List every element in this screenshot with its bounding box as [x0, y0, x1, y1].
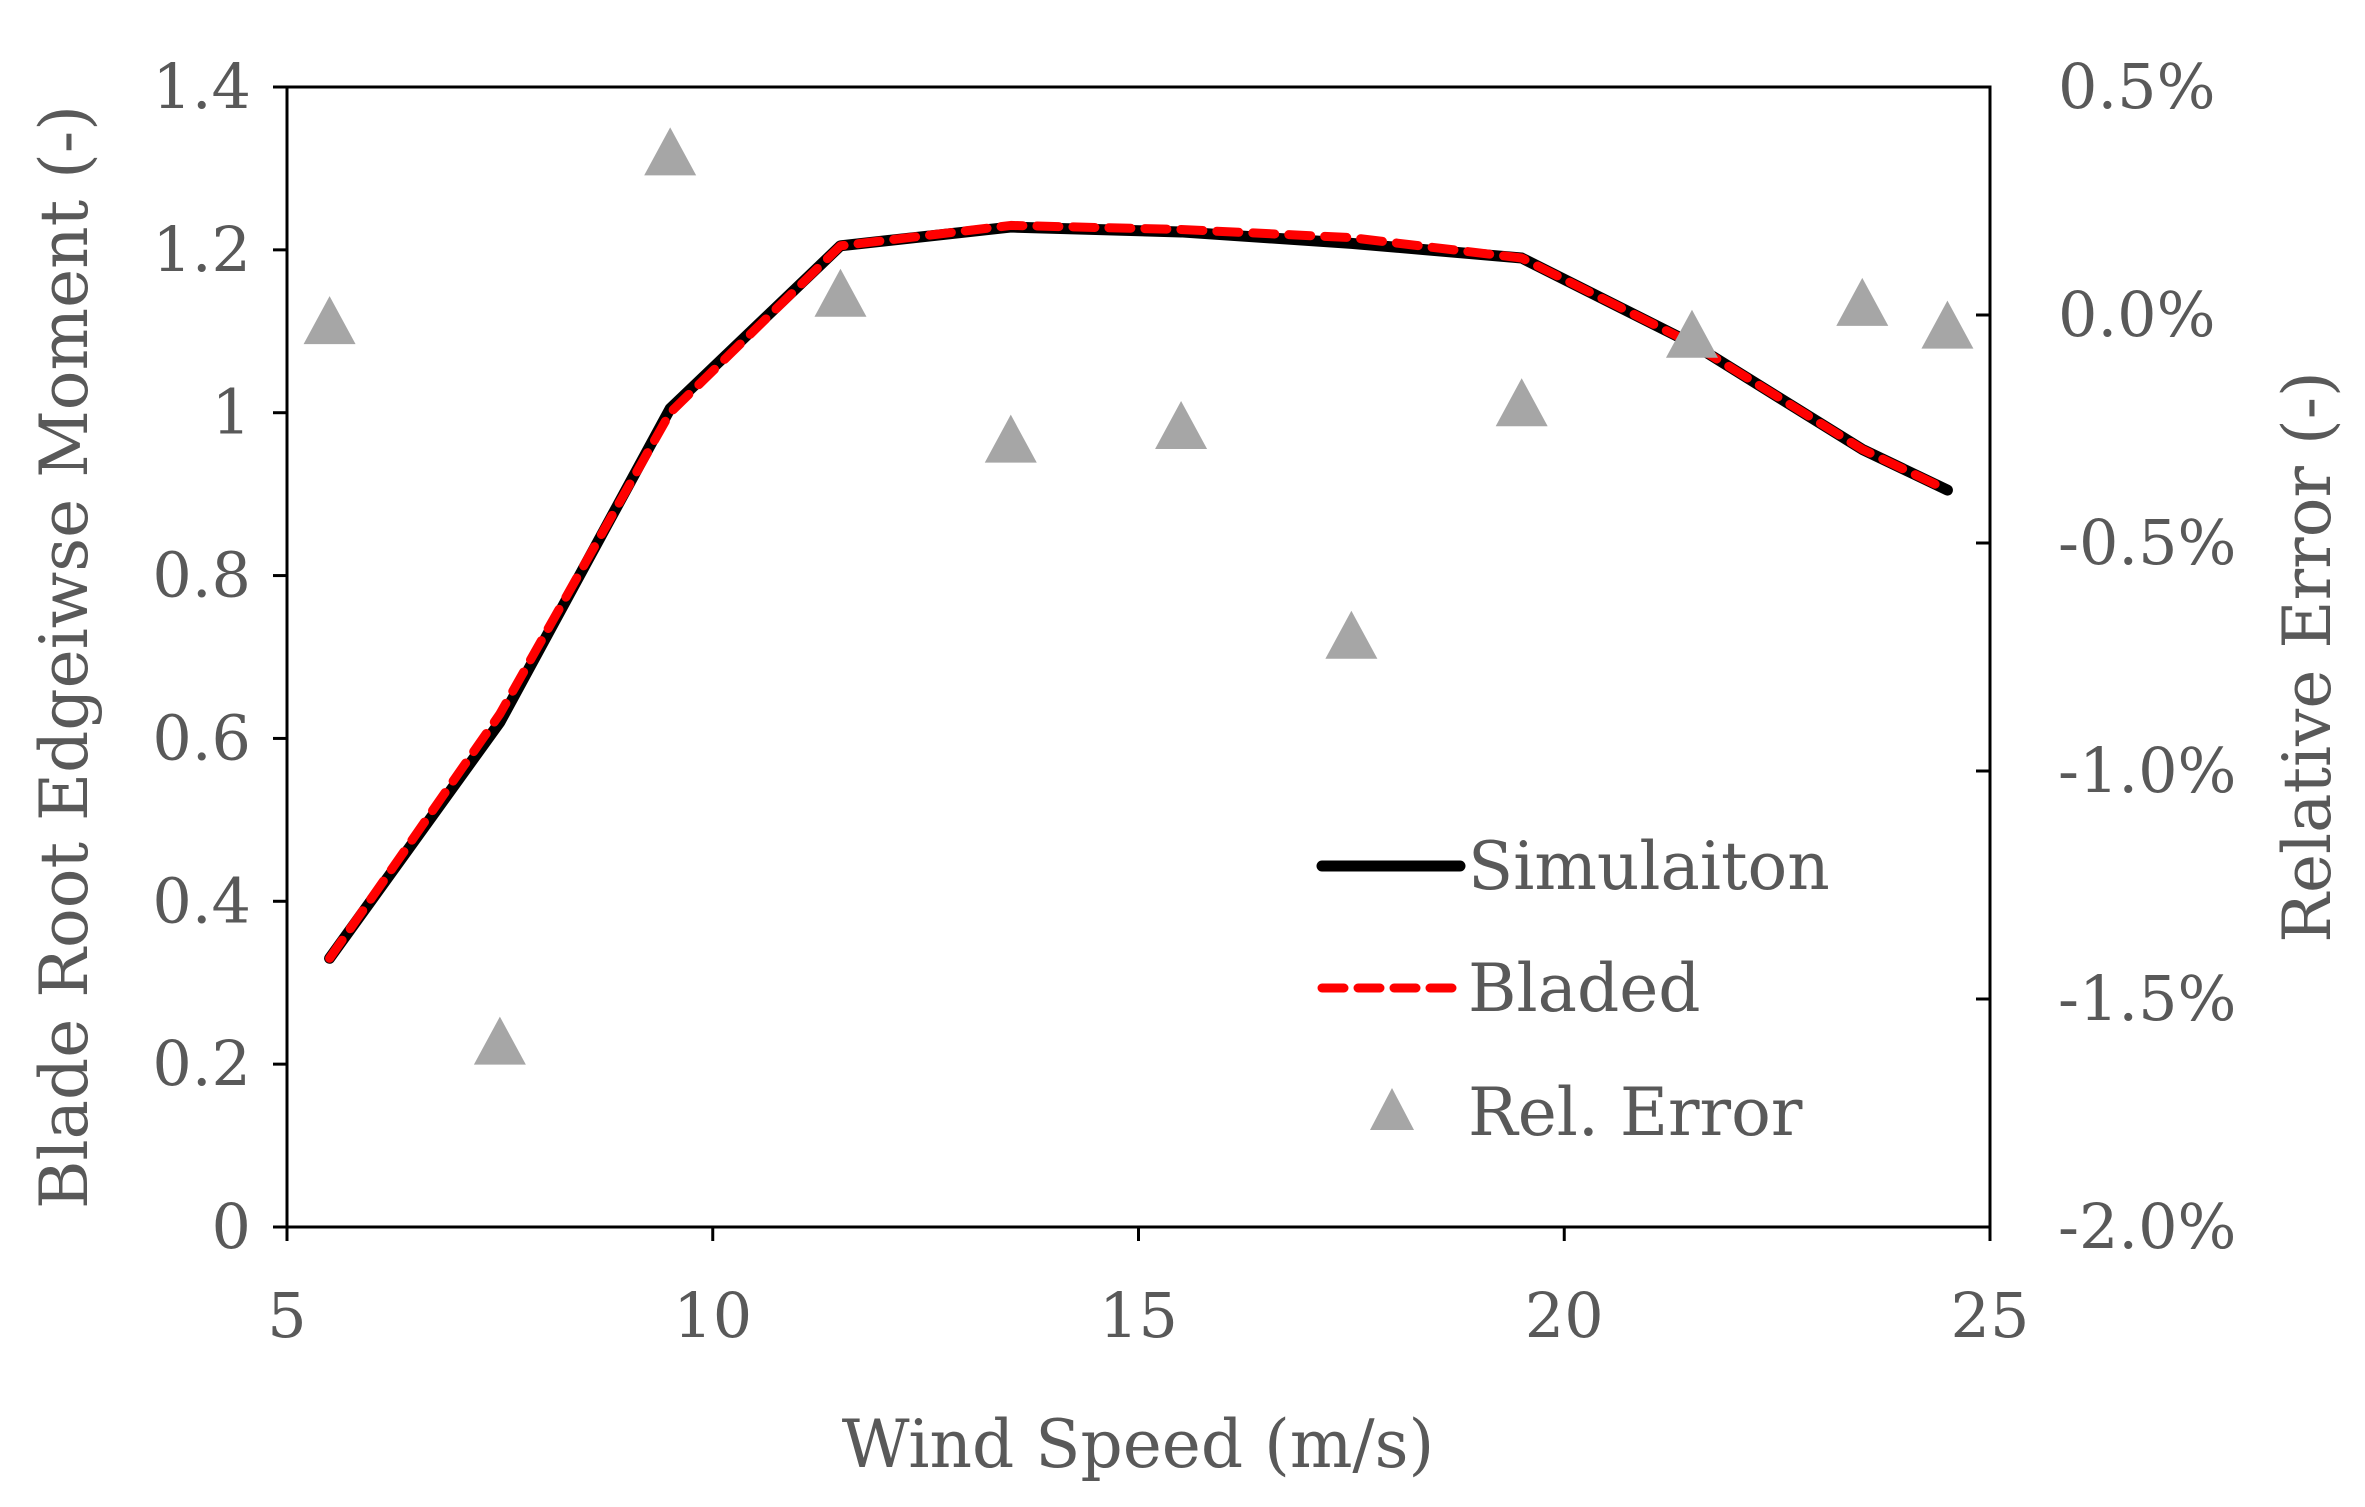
- series-marks: [303, 127, 1974, 1065]
- rel-error-marker: [1325, 610, 1378, 659]
- rel-error-marker: [1155, 401, 1208, 449]
- plot-area: [285, 85, 1992, 1229]
- y2-tick-label: -1.0%: [2058, 734, 2236, 807]
- y-tick-label: 0.2: [152, 1027, 251, 1100]
- legend-label: Bladed: [1468, 950, 1701, 1027]
- x-tick-label: 15: [1099, 1279, 1178, 1352]
- rel-error-marker: [1495, 378, 1548, 427]
- rel-error-marker: [1836, 277, 1889, 326]
- y-tick-label: 0.6: [152, 701, 251, 774]
- x-tick-label: 25: [1951, 1279, 2030, 1352]
- rel-error-marker: [644, 127, 697, 176]
- y-tick-label: 0.4: [152, 864, 251, 937]
- x-axis-title: Wind Speed (m/s): [842, 1406, 1435, 1483]
- y2-tick-label: 0.5%: [2058, 50, 2216, 123]
- y-tick-label: 0: [212, 1190, 251, 1263]
- rel-error-marker: [1921, 300, 1974, 349]
- rel-error-marker: [984, 414, 1037, 463]
- x-tick-label: 20: [1525, 1279, 1604, 1352]
- y2-tick-label: 0.0%: [2058, 278, 2216, 351]
- y2-tick-label: -1.5%: [2058, 962, 2236, 1035]
- y2-tick-label: -2.0%: [2058, 1190, 2236, 1263]
- bladed-line: [325, 220, 1952, 963]
- y2-axis-title: Relative Error (-): [2269, 371, 2346, 943]
- legend-label: Simulaiton: [1468, 828, 1830, 905]
- x-tick-label: 5: [267, 1279, 306, 1352]
- rel-error-marker: [814, 268, 867, 317]
- y2-tick-label: -0.5%: [2058, 506, 2236, 579]
- axis-ticks: 0 0.2 0.4 0.6 0.8 1 1.2 1.4 0.5% 0.0% -0.5% -1.0% -1…: [152, 50, 2236, 1352]
- x-tick-label: 10: [673, 1279, 752, 1352]
- y-tick-label: 1.4: [152, 50, 251, 123]
- legend-swatch-rel-error: [1370, 1088, 1414, 1130]
- rel-error-marker: [473, 1016, 526, 1065]
- legend: Simulaiton Bladed Rel. Error: [1316, 828, 1830, 1151]
- y-tick-label: 1: [212, 376, 251, 449]
- y-axis-title: Blade Root Edgeiwse Moment (-): [26, 105, 103, 1209]
- y-tick-label: 1.2: [152, 213, 251, 286]
- rel-error-marker: [1665, 309, 1718, 358]
- rel-error-marker: [303, 296, 356, 345]
- legend-label: Rel. Error: [1468, 1074, 1803, 1151]
- y-tick-label: 0.8: [152, 539, 251, 612]
